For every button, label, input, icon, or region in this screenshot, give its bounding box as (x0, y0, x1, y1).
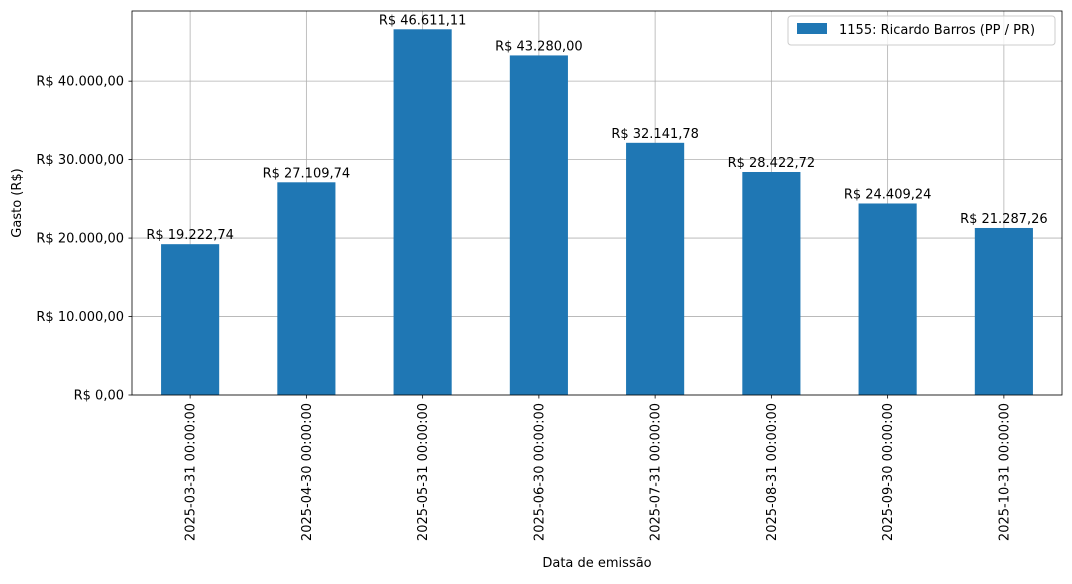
axes (131, 10, 1063, 396)
y-tick-label: R$ 10.000,00 (36, 310, 124, 325)
y-ticks: R$ 0,00 R$ 10.000,00 R$ 20.000,00 R$ 30.000… (36, 75, 132, 404)
bar-value-label: R$ 21.287,26 (960, 212, 1048, 227)
x-tick-label: 2025-09-30 00:00:00 (881, 403, 896, 541)
bar-value-label: R$ 32.141,78 (611, 127, 699, 142)
y-tick-label: R$ 40.000,00 (36, 75, 124, 90)
bar (974, 227, 1033, 395)
bar (626, 142, 685, 395)
bar-value-label: R$ 19.222,74 (146, 228, 234, 243)
x-tick-label: 2025-08-31 00:00:00 (765, 403, 780, 541)
x-tick-label: 2025-07-31 00:00:00 (649, 403, 664, 541)
legend-frame (787, 15, 1056, 46)
bar-value-label: R$ 27.109,74 (263, 166, 351, 181)
bars (161, 29, 1033, 396)
x-tick-label: 2025-10-31 00:00:00 (997, 403, 1012, 541)
y-tick-label: R$ 0,00 (74, 389, 124, 404)
legend: 1155: Ricardo Barros (PP / PR) (787, 15, 1056, 46)
x-ticks: 2025-03-31 00:00:00 2025-04-30 00:00:00 20… (184, 395, 1012, 541)
grid-lines (132, 11, 1062, 396)
bar-value-label: R$ 28.422,72 (728, 156, 816, 171)
x-tick-label: 2025-05-31 00:00:00 (416, 403, 431, 541)
bar-value-labels: R$ 19.222,74 R$ 27.109,74 R$ 46.611,11 R$ 4… (146, 13, 1047, 243)
legend-swatch (797, 23, 827, 34)
bar (858, 203, 917, 395)
bar-value-label: R$ 46.611,11 (379, 13, 467, 28)
plot-frame (131, 10, 1063, 396)
bar (161, 244, 220, 395)
bar-value-label: R$ 43.280,00 (495, 39, 583, 54)
bar (277, 182, 336, 395)
y-tick-label: R$ 20.000,00 (36, 232, 124, 247)
bar (742, 171, 801, 395)
bar (393, 29, 452, 396)
y-axis-label: Gasto (R$) (10, 168, 25, 237)
legend-label: 1155: Ricardo Barros (PP / PR) (839, 23, 1035, 38)
x-tick-label: 2025-03-31 00:00:00 (184, 403, 199, 541)
x-axis-label: Data de emissão (542, 556, 651, 571)
y-tick-label: R$ 30.000,00 (36, 153, 124, 168)
x-tick-label: 2025-04-30 00:00:00 (300, 403, 315, 541)
bar-value-label: R$ 24.409,24 (844, 187, 932, 202)
bar (509, 55, 568, 396)
x-tick-label: 2025-06-30 00:00:00 (532, 403, 547, 541)
